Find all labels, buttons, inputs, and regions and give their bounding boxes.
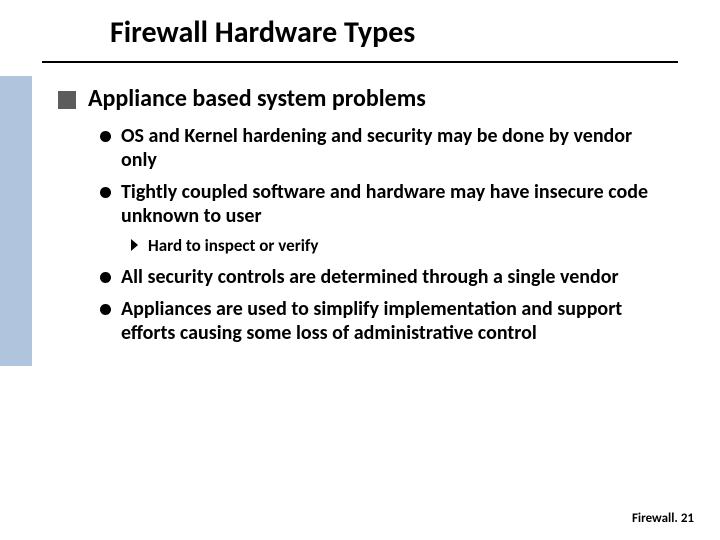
bullet-level2-group: OS and Kernel hardening and security may…: [58, 124, 670, 345]
disc-bullet-icon: [100, 272, 111, 283]
disc-bullet-icon: [100, 131, 111, 142]
bullet-level1-text: Appliance based system problems: [88, 85, 426, 114]
bullet-level2: Appliances are used to simplify implemen…: [100, 297, 670, 345]
bullet-level3-text: Hard to inspect or verify: [148, 236, 318, 256]
bullet-level2: All security controls are determined thr…: [100, 265, 670, 289]
bullet-level2-text: Tightly coupled software and hardware ma…: [121, 180, 670, 228]
slide: Firewall Hardware Types Appliance based …: [0, 0, 720, 540]
disc-bullet-icon: [100, 304, 111, 315]
title-area: Firewall Hardware Types: [0, 0, 720, 57]
bullet-level3-group: Hard to inspect or verify: [100, 236, 670, 257]
bullet-level1: Appliance based system problems: [58, 85, 670, 114]
content-body: Appliance based system problems OS and K…: [0, 63, 720, 345]
bullet-level2-text: Appliances are used to simplify implemen…: [121, 297, 670, 345]
bullet-level2: OS and Kernel hardening and security may…: [100, 124, 670, 172]
square-bullet-icon: [58, 91, 76, 109]
bullet-level2-text: All security controls are determined thr…: [121, 265, 619, 289]
bullet-level2-text: OS and Kernel hardening and security may…: [121, 124, 670, 172]
arrow-bullet-icon: [130, 238, 140, 257]
slide-footer: Firewall. 21: [632, 511, 694, 526]
slide-title: Firewall Hardware Types: [110, 14, 680, 51]
bullet-level2: Tightly coupled software and hardware ma…: [100, 180, 670, 228]
bullet-level3: Hard to inspect or verify: [130, 236, 670, 257]
disc-bullet-icon: [100, 187, 111, 198]
